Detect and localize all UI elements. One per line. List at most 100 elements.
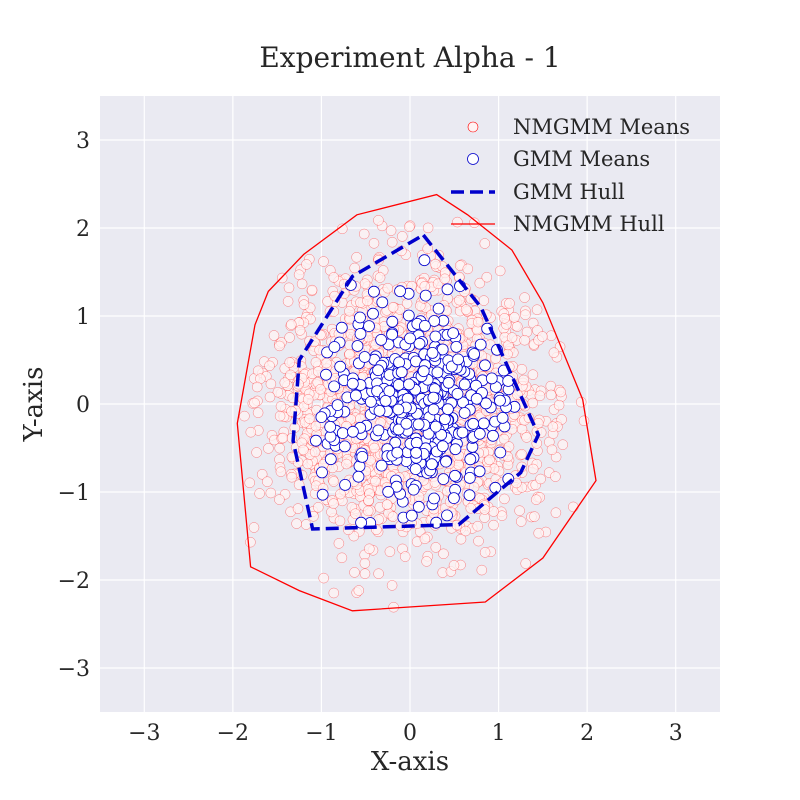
nmgmm-point — [263, 443, 274, 454]
nmgmm-point — [279, 377, 291, 388]
gmm-point — [338, 440, 351, 453]
nmgmm-point — [519, 334, 530, 346]
nmgmm-point — [547, 421, 559, 432]
nmgmm-point — [264, 391, 276, 403]
gmm-point — [494, 446, 507, 459]
gmm-point — [395, 366, 408, 379]
gmm-point — [428, 492, 440, 505]
nmgmm-point — [362, 295, 373, 307]
gmm-point — [376, 296, 389, 309]
gmm-hull — [291, 232, 541, 531]
nmgmm-point — [478, 295, 490, 306]
nmgmm-point — [460, 304, 472, 315]
gmm-point — [375, 333, 388, 346]
nmgmm-point — [534, 390, 546, 402]
x-tick-label: −3 — [128, 721, 160, 746]
gmm-point — [328, 341, 341, 353]
legend: NMGMM Means GMM Means GMM Hull NMGMM Hull — [451, 115, 690, 236]
gmm-means-series — [309, 254, 521, 529]
gmm-point — [450, 340, 463, 353]
gmm-point — [418, 254, 431, 267]
gmm-point — [412, 500, 425, 513]
nmgmm-point — [302, 394, 314, 405]
nmgmm-point — [473, 535, 484, 547]
nmgmm-point — [529, 511, 540, 522]
nmgmm-point — [344, 305, 355, 317]
nmgmm-point — [285, 369, 296, 381]
nmgmm-point — [284, 357, 295, 368]
legend-label-nmgmm-hull: NMGMM Hull — [513, 212, 665, 236]
nmgmm-point — [304, 413, 315, 424]
gmm-point — [447, 327, 460, 340]
nmgmm-point — [504, 298, 515, 309]
gmm-point — [356, 450, 369, 463]
nmgmm-point — [283, 282, 295, 294]
gmm-point — [437, 473, 450, 486]
nmgmm-point — [499, 313, 510, 324]
nmgmm-point — [386, 236, 398, 248]
gmm-point — [463, 489, 476, 502]
gmm-point — [494, 394, 506, 407]
nmgmm-point — [454, 294, 465, 306]
gmm-point — [438, 413, 451, 426]
gmm-point — [405, 509, 418, 522]
nmgmm-point — [349, 262, 360, 274]
gmm-point — [468, 348, 481, 360]
nmgmm-point — [275, 466, 287, 477]
nmgmm-point — [474, 277, 486, 289]
gmm-point — [502, 375, 515, 387]
gmm-point — [315, 411, 328, 424]
gmm-point — [473, 427, 486, 440]
nmgmm-point — [309, 446, 321, 458]
x-axis-label: X-axis — [371, 747, 449, 777]
nmgmm-point — [262, 476, 273, 487]
gmm-point — [440, 455, 452, 468]
nmgmm-point — [363, 495, 374, 506]
nmgmm-point — [503, 441, 515, 452]
gmm-point — [358, 351, 371, 363]
nmgmm-point — [476, 564, 488, 576]
gmm-point — [372, 424, 385, 437]
nmgmm-point — [553, 399, 565, 411]
nmgmm-point — [384, 546, 396, 557]
nmgmm-point — [488, 519, 499, 531]
nmgmm-point — [351, 252, 362, 263]
y-tick-label: −1 — [58, 481, 90, 506]
nmgmm-point — [575, 396, 587, 408]
gmm-point — [485, 372, 498, 385]
nmgmm-point — [488, 506, 499, 517]
nmgmm-point — [519, 292, 530, 303]
nmgmm-point — [358, 228, 370, 240]
nmgmm-point — [557, 439, 569, 450]
gmm-point — [386, 315, 399, 328]
y-tick-label: 3 — [76, 129, 90, 154]
gmm-point — [410, 436, 423, 449]
x-tick-label: −2 — [217, 721, 249, 746]
nmgmm-point — [254, 488, 265, 499]
nmgmm-point — [404, 221, 415, 233]
nmgmm-point — [251, 447, 262, 458]
nmgmm-point — [248, 522, 260, 533]
gmm-point — [470, 392, 483, 405]
nmgmm-point — [284, 332, 295, 343]
gmm-point — [394, 285, 407, 298]
gmm-point — [417, 365, 430, 378]
nmgmm-point — [298, 299, 310, 310]
nmgmm-point — [518, 374, 529, 386]
hulls — [236, 193, 597, 612]
gmm-point — [331, 399, 344, 412]
nmgmm-point — [359, 558, 371, 569]
gmm-point — [432, 302, 445, 315]
gmm-point — [458, 378, 471, 391]
nmgmm-point — [469, 217, 480, 229]
gmm-point — [324, 420, 337, 433]
nmgmm-point — [318, 572, 329, 584]
nmgmm-point — [494, 265, 506, 277]
gmm-point — [429, 330, 442, 343]
nmgmm-point — [452, 216, 463, 228]
x-tick-label: −1 — [305, 721, 337, 746]
gmm-point — [410, 446, 423, 459]
gmm-point — [467, 417, 480, 430]
gmm-point — [379, 394, 392, 407]
nmgmm-point — [272, 386, 284, 398]
